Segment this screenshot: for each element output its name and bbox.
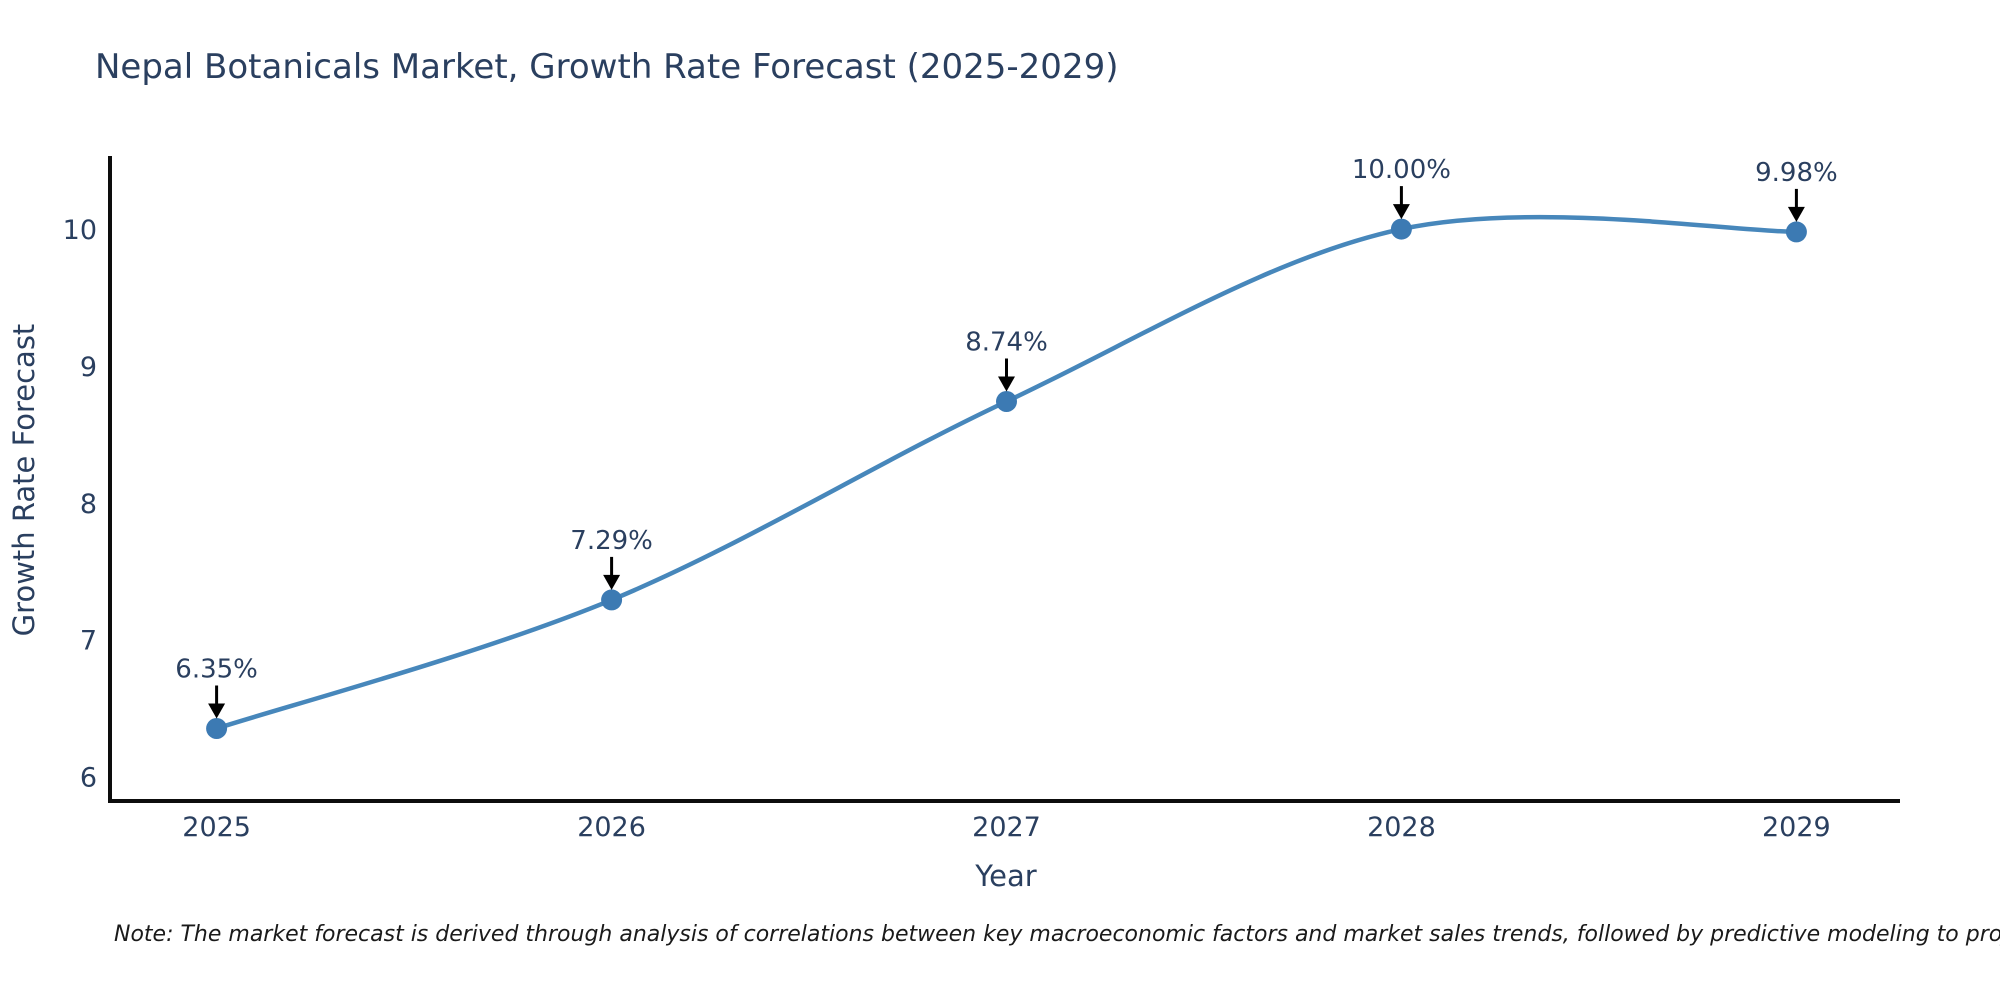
y-tick-label: 9: [80, 352, 97, 383]
footnote: Note: The market forecast is derived thr…: [114, 922, 2000, 947]
point-annotation-label: 9.98%: [1755, 158, 1838, 188]
data-point-marker: [1390, 218, 1412, 240]
x-tick-label: 2026: [577, 812, 646, 843]
point-annotation-label: 7.29%: [570, 526, 653, 556]
point-annotation-label: 8.74%: [965, 328, 1048, 358]
y-tick-label: 7: [80, 626, 97, 657]
x-axis-title: Year: [974, 859, 1036, 893]
data-point-marker: [996, 391, 1017, 412]
y-tick-label: 8: [80, 489, 97, 520]
y-axis-tick-labels: 6 7 8 9 10: [63, 215, 97, 793]
chart-title: Nepal Botanicals Market, Growth Rate For…: [95, 47, 1118, 87]
x-tick-label: 2029: [1762, 812, 1831, 843]
annotation-arrowhead-icon: [1392, 204, 1410, 220]
x-tick-label: 2028: [1367, 812, 1436, 843]
data-point-marker: [601, 589, 623, 611]
data-point-marker: [206, 718, 228, 739]
line-series: [206, 214, 1807, 739]
data-point-marker: [1785, 221, 1807, 243]
annotation-arrowhead-icon: [1787, 206, 1805, 222]
x-tick-label: 2025: [182, 812, 251, 843]
y-tick-label: 10: [63, 215, 97, 246]
x-axis-tick-labels: 2025 2026 2027 2028 2029: [182, 812, 1830, 843]
annotation-arrowhead-icon: [998, 376, 1015, 392]
annotation-arrowhead-icon: [603, 574, 621, 590]
point-annotations: 6.35% 7.29% 8.74% 10.00% 9.98%: [175, 155, 1838, 719]
point-annotation-label: 6.35%: [175, 655, 258, 685]
y-tick-label: 6: [80, 762, 97, 793]
point-annotation-label: 10.00%: [1352, 155, 1451, 185]
annotation-arrowhead-icon: [208, 703, 226, 719]
x-tick-label: 2027: [972, 812, 1041, 843]
y-axis-title: Growth Rate Forecast: [7, 324, 41, 637]
